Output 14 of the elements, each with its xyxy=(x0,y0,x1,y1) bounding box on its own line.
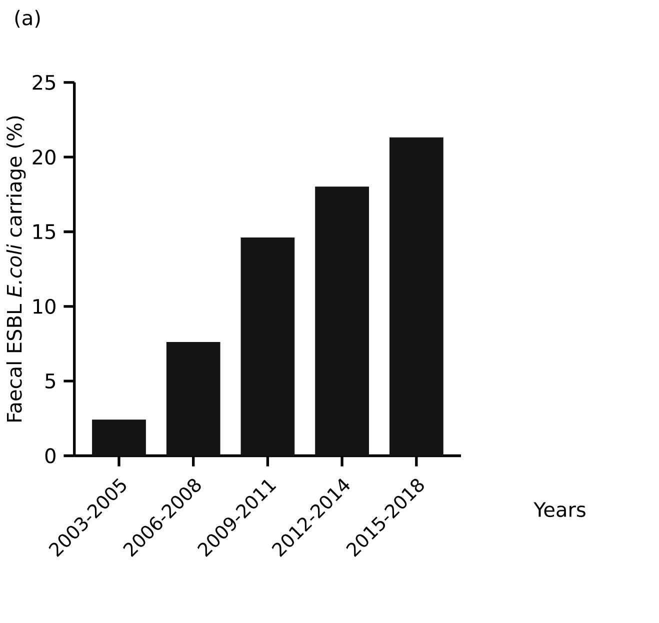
y-tick-label: 25 xyxy=(32,74,56,90)
text: (a) xyxy=(15,10,40,28)
x-axis-title: Years xyxy=(534,502,586,518)
bar xyxy=(389,137,444,456)
bar xyxy=(92,420,146,456)
y-tick-label: 15 xyxy=(34,224,56,240)
y-tick-label: 20 xyxy=(32,150,56,165)
y-tick-label: 0 xyxy=(45,448,56,464)
bar xyxy=(240,237,295,456)
bar xyxy=(166,342,220,456)
bar xyxy=(315,186,369,456)
y-tick-label: 10 xyxy=(34,298,56,314)
y-tick-label: 5 xyxy=(46,374,56,389)
y-axis-title: Faecal ESBL E.coli carriage (%) xyxy=(6,116,26,422)
